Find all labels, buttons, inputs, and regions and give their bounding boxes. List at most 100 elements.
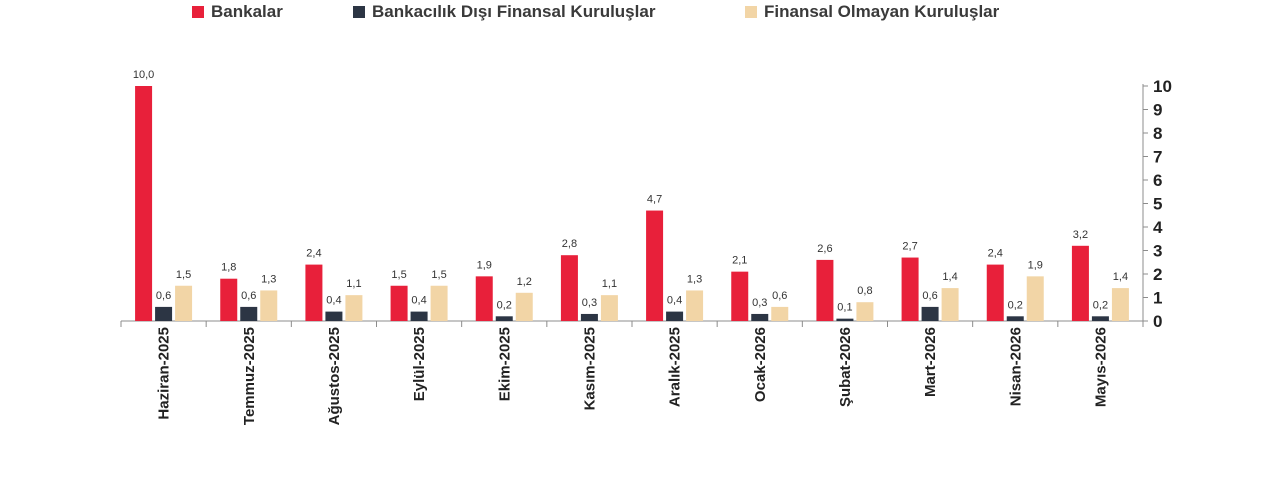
y-tick-label: 9 — [1153, 101, 1162, 120]
bar — [345, 295, 363, 321]
y-tick-label: 10 — [1153, 77, 1172, 96]
y-tick-label: 8 — [1153, 124, 1162, 143]
data-label: 1,1 — [346, 278, 361, 290]
data-label: 0,6 — [241, 290, 256, 302]
data-label: 1,5 — [431, 269, 446, 281]
bar — [771, 306, 789, 321]
x-tick-label: Şubat-2026 — [837, 327, 854, 407]
bar — [646, 210, 664, 321]
data-label: 1,1 — [602, 278, 617, 290]
data-label: 1,9 — [1028, 259, 1043, 271]
y-tick-label: 0 — [1153, 312, 1162, 331]
bar — [305, 264, 323, 321]
data-label: 0,4 — [411, 295, 426, 307]
data-label: 2,4 — [988, 248, 1003, 260]
bar — [390, 285, 408, 321]
data-label: 2,8 — [562, 238, 577, 250]
x-tick-label: Mart-2026 — [922, 327, 939, 397]
bar — [731, 271, 749, 321]
y-tick-label: 3 — [1153, 242, 1162, 261]
bar — [260, 290, 278, 321]
data-label: 0,3 — [752, 297, 767, 309]
data-label: 2,4 — [306, 248, 321, 260]
bar — [1026, 276, 1044, 321]
legend-item-bankalar: Bankalar — [192, 2, 283, 22]
x-tick-label: Haziran-2025 — [156, 327, 173, 420]
y-tick-label: 6 — [1153, 171, 1162, 190]
bar — [751, 313, 769, 321]
data-label: 1,3 — [261, 273, 276, 285]
x-tick-label: Kasım-2025 — [581, 327, 598, 410]
bar — [1091, 316, 1109, 321]
data-label: 1,4 — [942, 271, 957, 283]
bar — [686, 290, 704, 321]
legend-label-bankalar: Bankalar — [211, 2, 283, 21]
data-label: 0,6 — [772, 290, 787, 302]
bar — [986, 264, 1004, 321]
bar — [580, 313, 598, 321]
data-label: 3,2 — [1073, 229, 1088, 241]
legend-label-bankacilik-disi: Bankacılık Dışı Finansal Kuruluşlar — [372, 2, 656, 21]
data-label: 10,0 — [133, 69, 154, 81]
bar — [325, 311, 343, 321]
chart-legend: Bankalar Bankacılık Dışı Finansal Kurulu… — [0, 2, 1280, 26]
bar — [175, 285, 193, 321]
data-label: 2,6 — [817, 243, 832, 255]
data-label: 1,4 — [1113, 271, 1128, 283]
data-label: 2,7 — [902, 241, 917, 253]
bar — [430, 285, 448, 321]
data-label: 1,8 — [221, 262, 236, 274]
y-tick-label: 2 — [1153, 265, 1162, 284]
data-label: 0,4 — [667, 295, 682, 307]
x-tick-label: Temmuz-2025 — [241, 327, 258, 425]
y-tick-label: 4 — [1153, 218, 1163, 237]
legend-swatch-bankalar — [192, 6, 204, 18]
bar — [475, 276, 493, 321]
bar — [135, 86, 153, 321]
legend-swatch-finansal-olmayan — [745, 6, 757, 18]
bar — [1006, 316, 1024, 321]
x-tick-label: Ağustos-2025 — [326, 327, 343, 425]
data-label: 0,3 — [582, 297, 597, 309]
legend-item-finansal-olmayan: Finansal Olmayan Kuruluşlar — [745, 2, 999, 22]
x-tick-label: Mayıs-2026 — [1092, 327, 1109, 407]
x-tick-label: Aralık-2025 — [667, 327, 684, 407]
y-tick-label: 7 — [1153, 148, 1162, 167]
data-label: 1,5 — [391, 269, 406, 281]
data-label: 0,8 — [857, 285, 872, 297]
data-label: 2,1 — [732, 255, 747, 267]
legend-item-bankacilik-disi: Bankacılık Dışı Finansal Kuruluşlar — [353, 2, 655, 22]
data-label: 0,6 — [922, 290, 937, 302]
bar — [600, 295, 618, 321]
bar — [1071, 245, 1089, 321]
data-label: 1,3 — [687, 273, 702, 285]
data-label: 0,6 — [156, 290, 171, 302]
data-label: 0,4 — [326, 295, 341, 307]
data-label: 1,5 — [176, 269, 191, 281]
bar — [836, 318, 854, 321]
bar — [560, 255, 578, 321]
bar — [941, 288, 959, 321]
data-label: 1,2 — [517, 276, 532, 288]
data-label: 0,2 — [497, 299, 512, 311]
x-tick-label: Ocak-2026 — [752, 327, 769, 402]
bar — [155, 306, 173, 321]
legend-swatch-bankacilik-disi — [353, 6, 365, 18]
data-label: 0,2 — [1008, 299, 1023, 311]
bar — [666, 311, 684, 321]
x-tick-label: Ekim-2025 — [496, 327, 513, 401]
bar — [220, 278, 238, 321]
bar — [240, 306, 258, 321]
data-label: 0,2 — [1093, 299, 1108, 311]
bar — [921, 306, 939, 321]
bar — [816, 259, 834, 321]
legend-label-finansal-olmayan: Finansal Olmayan Kuruluşlar — [764, 2, 1000, 21]
data-label: 1,9 — [477, 259, 492, 271]
bar — [515, 292, 533, 321]
data-label: 0,1 — [837, 302, 852, 314]
bar — [410, 311, 428, 321]
y-tick-label: 5 — [1153, 195, 1162, 214]
y-tick-label: 1 — [1153, 289, 1162, 308]
bar — [495, 316, 513, 321]
